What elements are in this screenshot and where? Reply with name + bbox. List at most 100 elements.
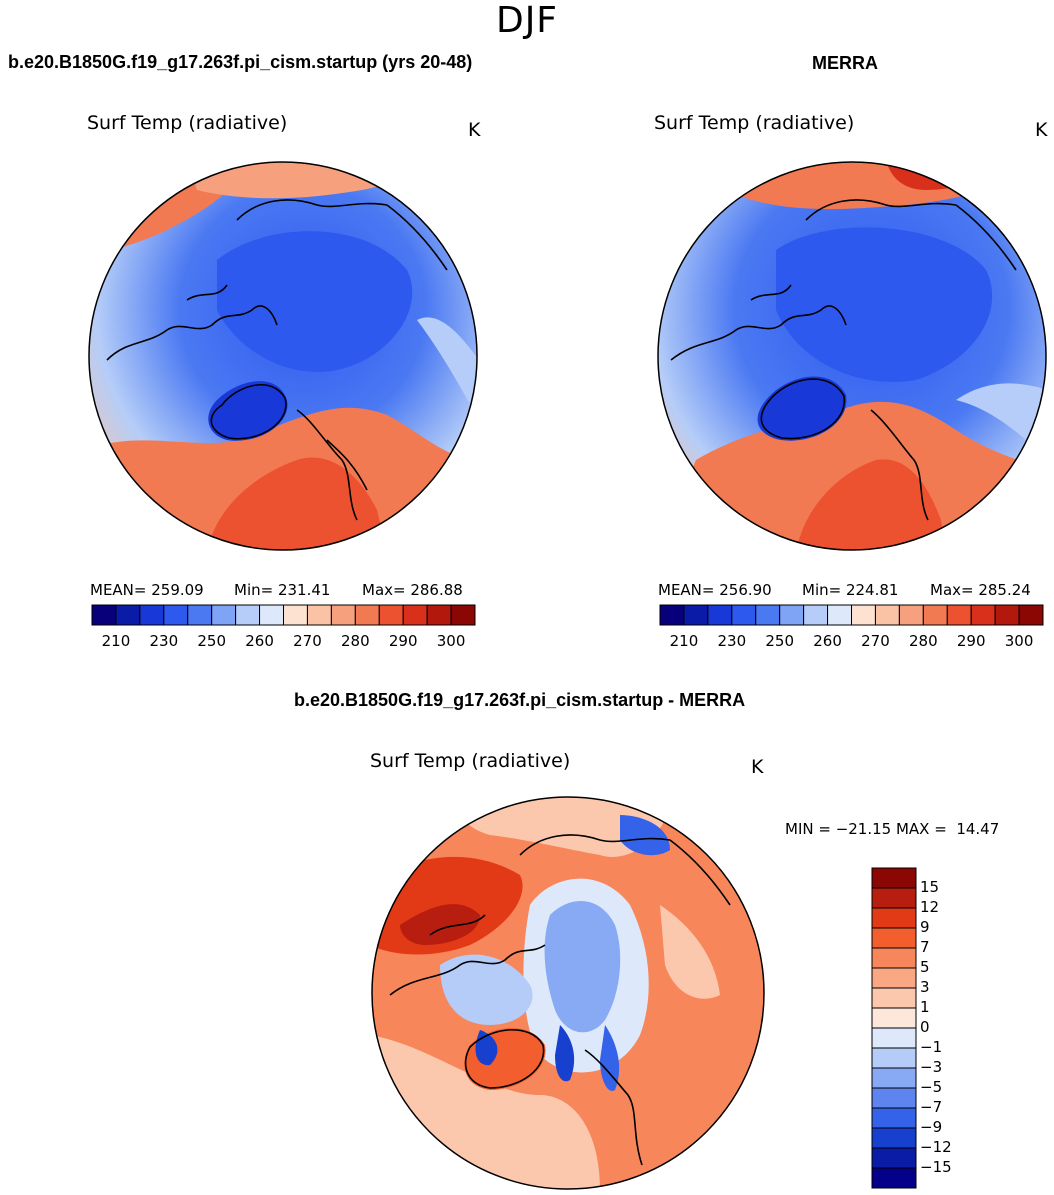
colorbar-tick-label: −7: [920, 1098, 943, 1116]
panel3-cold-streak2: [600, 1025, 620, 1091]
colorbar-tick-label: −15: [920, 1158, 952, 1176]
colorbar-swatch: [871, 907, 917, 929]
colorbar-tick-label: 3: [920, 978, 930, 996]
panel2-max: Max= 285.24: [930, 581, 1031, 599]
panel1-lightblue-arc: [417, 317, 477, 420]
colorbar-swatch: [259, 604, 284, 626]
colorbar-swatch: [827, 604, 852, 626]
colorbar-tick-label: 260: [245, 632, 274, 650]
colorbar-tick-label: 300: [1004, 632, 1034, 650]
panel1-colorbar: [91, 604, 476, 626]
colorbar-swatch: [354, 604, 380, 626]
colorbar-swatch: [871, 1047, 917, 1069]
panel2-variable-title: Surf Temp (radiative): [654, 112, 855, 134]
panel2-units: K: [1035, 119, 1048, 141]
panel1-case-title: b.e20.B1850G.f19_g17.263f.pi_cism.startu…: [8, 52, 473, 72]
panel3-variable-title: Surf Temp (radiative): [370, 750, 571, 772]
panel3-light-east2: [660, 905, 720, 999]
panel2-warm-atlantic: [796, 459, 946, 550]
colorbar-swatch: [402, 604, 428, 626]
colorbar-tick-label: 270: [293, 632, 322, 650]
panel2-case-title: MERRA: [812, 53, 878, 73]
panel1-cold-greenland: [208, 381, 288, 441]
panel1-max: Max= 286.88: [362, 581, 463, 599]
panel2-mean: MEAN= 256.90: [658, 581, 772, 599]
colorbar-swatch: [235, 604, 261, 626]
colorbar-tick-label: 9: [920, 918, 930, 936]
colorbar-swatch: [659, 604, 685, 626]
colorbar-tick-label: 260: [813, 632, 842, 650]
colorbar-swatch: [187, 604, 213, 626]
colorbar-tick-label: 230: [717, 632, 747, 650]
colorbar-swatch: [283, 604, 308, 626]
colorbar-tick-label: 0: [920, 1018, 930, 1036]
panel2-colorbar-ticks: 210 230 250 260 270 280 290 300: [659, 632, 1044, 652]
colorbar-swatch: [871, 947, 917, 969]
colorbar-swatch: [1018, 604, 1044, 626]
panel2-polar-map: [657, 161, 1047, 551]
colorbar-swatch: [898, 604, 924, 626]
colorbar-tick-label: 7: [920, 938, 930, 956]
panel3-cold-ne: [620, 815, 670, 856]
colorbar-swatch: [994, 604, 1020, 626]
colorbar-tick-label: −3: [920, 1058, 943, 1076]
panel1-mean: MEAN= 259.09: [90, 581, 204, 599]
colorbar-swatch: [970, 604, 996, 626]
colorbar-tick-label: 280: [908, 632, 938, 650]
panel3-blue-canada: [440, 954, 533, 1025]
colorbar-tick-label: 5: [920, 958, 930, 976]
colorbar-tick-label: 210: [101, 632, 131, 650]
panel3-colorbar-ticks: 15 12 9 7 5 3 1 0 −1 −3 −5 −7 −9 −12 −15: [920, 867, 980, 1189]
colorbar-swatch: [871, 1067, 917, 1089]
panel3-case-title: b.e20.B1850G.f19_g17.263f.pi_cism.startu…: [294, 690, 746, 710]
panel1-warm-atlantic: [207, 457, 387, 550]
season-title: DJF: [495, 0, 559, 41]
colorbar-swatch: [871, 1167, 917, 1189]
colorbar-swatch: [871, 1107, 917, 1129]
colorbar-swatch: [871, 927, 917, 949]
colorbar-swatch: [803, 604, 829, 626]
colorbar-swatch: [871, 1007, 917, 1029]
panel1-colorbar-ticks: 210 230 250 260 270 280 290 300: [91, 632, 476, 652]
colorbar-swatch: [683, 604, 709, 626]
colorbar-swatch: [163, 604, 189, 626]
colorbar-tick-label: 250: [765, 632, 794, 650]
colorbar-swatch: [874, 604, 900, 626]
colorbar-swatch: [871, 967, 917, 989]
colorbar-swatch: [115, 604, 141, 626]
colorbar-tick-label: 290: [388, 632, 418, 650]
colorbar-swatch: [707, 604, 733, 626]
panel2-cold-greenland: [757, 376, 847, 441]
colorbar-tick-label: −12: [920, 1138, 952, 1156]
colorbar-tick-label: 1: [920, 998, 930, 1016]
colorbar-tick-label: 230: [149, 632, 179, 650]
colorbar-tick-label: −5: [920, 1078, 943, 1096]
colorbar-tick-label: 15: [920, 878, 940, 896]
colorbar-swatch: [426, 604, 452, 626]
panel2-cold-core: [776, 227, 993, 382]
colorbar-swatch: [851, 604, 876, 626]
colorbar-swatch: [871, 867, 917, 889]
panel3-minmax: MIN = −21.15 MAX = 14.47: [785, 820, 1000, 838]
colorbar-swatch: [450, 604, 476, 626]
colorbar-swatch: [871, 887, 917, 909]
panel1-min: Min= 231.41: [234, 581, 331, 599]
colorbar-swatch: [139, 604, 165, 626]
panel2-lightblue-arc: [956, 383, 1046, 460]
colorbar-swatch: [779, 604, 805, 626]
panel3-cold-streak1: [555, 1025, 575, 1082]
colorbar-swatch: [871, 1127, 917, 1149]
colorbar-swatch: [946, 604, 972, 626]
colorbar-tick-label: 12: [920, 898, 940, 916]
panel3-hot-west: [400, 904, 480, 945]
colorbar-tick-label: 270: [861, 632, 890, 650]
colorbar-tick-label: −1: [920, 1038, 943, 1056]
colorbar-swatch: [871, 1027, 917, 1049]
panel3-polar-map: [371, 796, 765, 1190]
panel1-variable-title: Surf Temp (radiative): [87, 112, 288, 134]
panel2-colorbar: [659, 604, 1044, 626]
colorbar-tick-label: 250: [197, 632, 226, 650]
colorbar-swatch: [731, 604, 757, 626]
panel3-colorbar: [871, 867, 917, 1189]
panel2-min: Min= 224.81: [802, 581, 899, 599]
